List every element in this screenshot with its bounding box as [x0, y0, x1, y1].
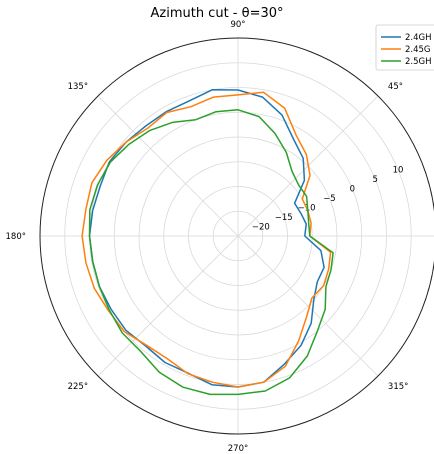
grid-spoke-5: [97, 235, 239, 377]
series-lines: [81, 89, 334, 396]
legend-label-2: 2.5GH: [405, 57, 432, 67]
angle-tick-label-3: 270°: [228, 444, 248, 454]
series-line-0: [88, 89, 325, 388]
r-tick-label-6: 10: [393, 166, 404, 176]
angle-tick-label-6: 135°: [68, 82, 88, 92]
legend-label-1: 2.45G: [405, 45, 431, 55]
series-line-2: [88, 109, 334, 396]
angle-tick-label-2: 315°: [388, 382, 408, 392]
angle-tick-label-1: 45°: [388, 82, 403, 92]
r-tick-label-3: −5: [323, 194, 336, 204]
grid-spoke-7: [97, 95, 239, 237]
legend-label-0: 2.4GH: [405, 33, 432, 43]
r-tick-label-0: −20: [252, 223, 270, 233]
angle-tick-label-5: 180°: [6, 232, 26, 242]
legend: 2.4GH 2.45G 2.5GH: [375, 24, 434, 71]
chart-title: Azimuth cut - θ=30°: [150, 6, 283, 21]
angle-tick-labels: 90° 45° 315° 270° 225° 180° 135°: [6, 20, 409, 454]
polar-frame: [39, 37, 434, 435]
series-line-1: [81, 91, 332, 388]
angle-tick-label-4: 225°: [68, 382, 88, 392]
angle-tick-label-0: 90°: [230, 20, 245, 30]
r-tick-label-1: −15: [275, 213, 293, 223]
grid-spoke-3: [237, 235, 379, 377]
r-tick-label-4: 0: [350, 185, 355, 195]
r-tick-label-5: 5: [372, 175, 377, 185]
polar-grid: [39, 37, 434, 435]
